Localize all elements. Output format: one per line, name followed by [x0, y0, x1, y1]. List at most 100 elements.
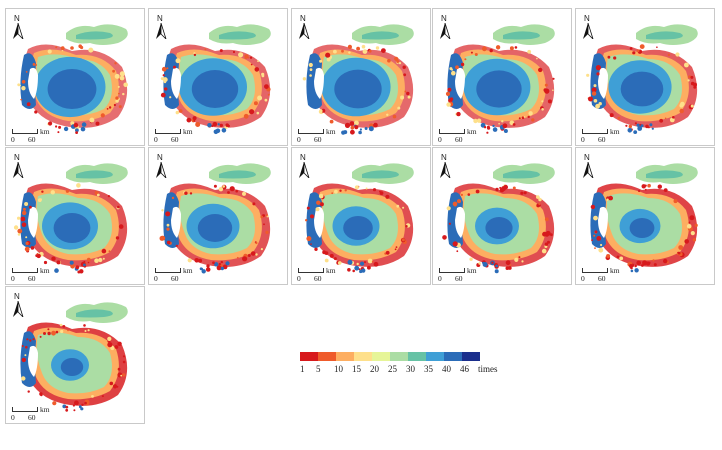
north-label: N [300, 153, 306, 162]
speckle-mark [166, 223, 170, 227]
speckle-mark [21, 376, 26, 381]
inlet-mark [492, 124, 495, 128]
speckle-mark [88, 47, 94, 53]
speckle-mark [316, 200, 321, 205]
speckle-mark [356, 262, 359, 266]
north-sea-inner [646, 170, 683, 179]
legend-tick-label: 15 [352, 364, 361, 374]
scale-unit: km [183, 127, 193, 136]
speckle-mark [309, 68, 313, 71]
speckle-mark [249, 56, 253, 59]
speckle-mark [20, 216, 26, 222]
speckle-mark [61, 49, 64, 52]
speckle-mark [83, 324, 86, 327]
legend-swatch [408, 352, 426, 361]
scale-unit: km [326, 266, 336, 275]
inlet-mark [492, 127, 498, 132]
speckle-mark [652, 259, 655, 262]
speckle-mark [21, 86, 26, 91]
inlet-mark [350, 129, 355, 135]
speckle-mark [348, 51, 351, 54]
scale-bar: km 0 60 [154, 266, 211, 284]
speckle-mark [87, 261, 90, 264]
north-label: N [441, 153, 447, 162]
speckle-mark [657, 184, 662, 189]
speckle-mark [41, 190, 44, 193]
inlet-mark [218, 262, 221, 266]
speckle-mark [364, 261, 366, 264]
scale-min-label: 0 [154, 274, 158, 283]
scale-unit: km [610, 266, 620, 275]
speckle-mark [110, 345, 115, 351]
speckle-mark [216, 265, 222, 271]
speckle-mark [265, 230, 269, 234]
speckle-mark [184, 191, 188, 195]
inlet-mark [507, 266, 512, 270]
speckle-mark [362, 49, 368, 54]
speckle-mark [17, 216, 21, 220]
inlet-mark [73, 409, 76, 412]
speckle-mark [106, 108, 109, 110]
speckle-mark [118, 224, 124, 229]
speckle-mark [446, 102, 451, 107]
island-region [28, 67, 38, 99]
speckle-mark [51, 330, 56, 336]
inlet-mark [63, 126, 69, 132]
speckle-mark [86, 257, 91, 262]
speckle-mark [114, 345, 119, 349]
scale-unit: km [610, 127, 620, 136]
speckle-mark [306, 206, 310, 210]
speckle-mark [407, 95, 411, 99]
speckle-mark [195, 122, 201, 127]
speckle-mark [52, 401, 57, 406]
speckle-mark [22, 207, 26, 211]
speckle-mark [267, 93, 270, 96]
speckle-mark [264, 98, 268, 102]
north-arrow: N [155, 14, 167, 40]
speckle-mark [113, 103, 116, 107]
speckle-mark [59, 323, 63, 327]
inlet-mark [642, 260, 648, 266]
speckle-mark [445, 91, 451, 96]
speckle-mark [218, 187, 224, 192]
speckle-mark [305, 219, 308, 222]
scale-unit: km [326, 127, 336, 136]
legend-swatch [300, 352, 318, 361]
speckle-mark [227, 191, 230, 194]
speckle-mark [406, 91, 410, 96]
speckle-mark [319, 109, 323, 113]
speckle-mark [32, 63, 36, 66]
speckle-mark [308, 62, 313, 68]
speckle-mark [381, 48, 386, 53]
speckle-mark [523, 191, 527, 195]
speckle-mark [632, 51, 636, 55]
speckle-mark [663, 188, 668, 192]
speckle-mark [690, 75, 694, 79]
speckle-mark [204, 48, 207, 51]
speckle-mark [509, 264, 512, 266]
speckle-mark [67, 329, 69, 332]
north-label: N [300, 14, 306, 23]
speckle-mark [169, 96, 172, 99]
speckle-mark [460, 62, 465, 67]
speckle-mark [302, 77, 307, 81]
speckle-mark [122, 373, 126, 377]
speckle-mark [173, 65, 176, 69]
inlet-mark [347, 268, 351, 272]
inlet-mark [495, 264, 499, 268]
speckle-mark [588, 96, 593, 102]
speckle-mark [260, 248, 263, 251]
speckle-mark [65, 189, 69, 193]
speckle-mark [193, 53, 197, 57]
speckle-mark [656, 46, 658, 48]
deep-water-region [191, 70, 239, 108]
inlet-mark [72, 404, 75, 407]
north-arrow: N [439, 153, 451, 179]
inlet-mark [75, 131, 78, 134]
speckle-mark [593, 99, 598, 103]
legend-tick-label: 20 [370, 364, 379, 374]
speckle-mark [100, 113, 105, 118]
speckle-mark [464, 58, 467, 61]
